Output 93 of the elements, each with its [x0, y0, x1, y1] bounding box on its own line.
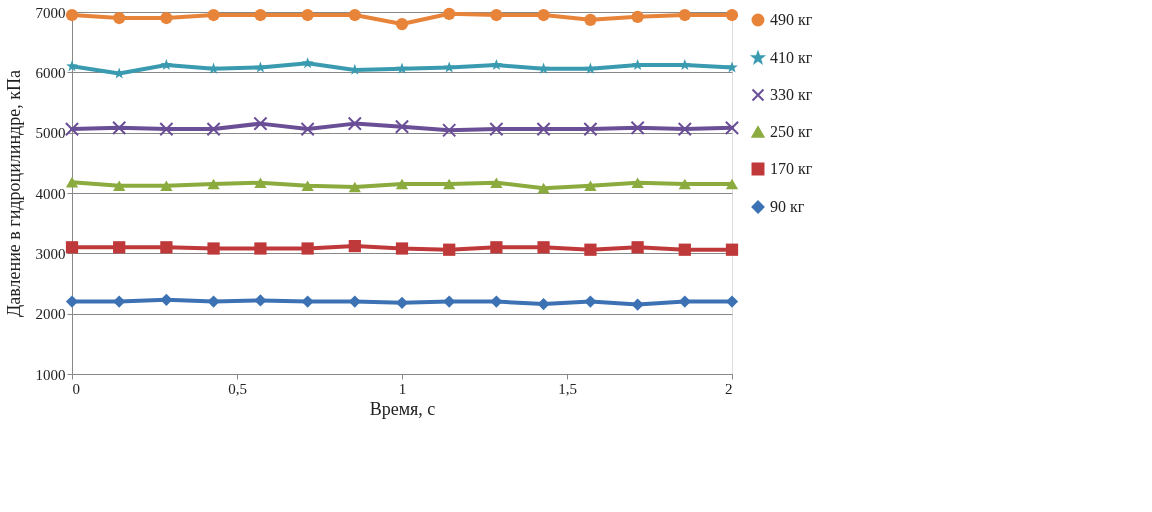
point	[678, 178, 691, 190]
legend-label: 490 кг	[770, 11, 813, 28]
point	[65, 241, 79, 254]
point	[112, 120, 127, 135]
point	[395, 242, 409, 255]
point	[301, 57, 314, 69]
point	[490, 177, 503, 189]
point	[66, 60, 78, 72]
point	[254, 242, 267, 255]
point	[207, 178, 220, 190]
point	[113, 11, 126, 25]
x-tick-label: 0,5	[228, 380, 247, 397]
point	[113, 241, 126, 254]
point	[348, 239, 361, 253]
point	[584, 62, 597, 74]
x-axis-title: Время, с	[369, 398, 436, 419]
point	[725, 178, 739, 190]
point	[537, 241, 550, 254]
point	[65, 8, 79, 22]
point	[678, 8, 691, 22]
point	[537, 62, 550, 74]
legend-label: 330 кг	[770, 86, 813, 103]
point	[630, 120, 645, 135]
point	[160, 58, 173, 71]
point	[631, 241, 644, 254]
point	[395, 178, 409, 190]
y-axis-title: Давление в гидроцилиндре, кПа	[3, 70, 24, 317]
point	[65, 176, 79, 188]
y-tick-label: 1000	[35, 366, 66, 383]
point	[443, 61, 456, 73]
point	[253, 116, 268, 131]
point	[678, 243, 691, 256]
legend-label: 250 кг	[770, 123, 813, 140]
point	[725, 8, 739, 22]
point	[583, 121, 598, 137]
point	[631, 177, 644, 189]
point	[65, 295, 79, 308]
point	[301, 180, 314, 192]
point	[160, 241, 173, 254]
y-tick-label: 4000	[35, 185, 66, 202]
point	[395, 296, 409, 309]
point	[443, 7, 456, 20]
x-tick-label: 0	[72, 380, 80, 397]
point	[300, 121, 315, 137]
point	[113, 180, 126, 192]
legend-label: 170 кг	[770, 160, 813, 177]
point	[490, 8, 503, 22]
point	[348, 8, 361, 22]
y-tick-label: 3000	[35, 245, 66, 262]
point	[537, 182, 550, 194]
point	[725, 295, 739, 308]
point	[677, 121, 692, 137]
y-tick-label: 2000	[35, 306, 66, 323]
point	[207, 62, 220, 74]
legend-label: 410 кг	[770, 49, 813, 66]
point	[396, 62, 408, 74]
point	[584, 180, 597, 192]
point	[160, 11, 173, 25]
point	[395, 17, 409, 31]
point	[347, 116, 362, 131]
x-tick-label: 1	[398, 380, 407, 397]
point	[394, 119, 410, 134]
point	[207, 8, 220, 22]
point	[537, 297, 550, 311]
point	[443, 243, 456, 256]
point	[254, 8, 267, 22]
point	[537, 8, 550, 22]
y-tick-label: 7000	[35, 4, 66, 21]
point	[536, 121, 551, 137]
point	[584, 243, 597, 256]
point	[631, 10, 644, 23]
point	[724, 120, 740, 135]
point	[348, 181, 361, 193]
legend-label: 90 кг	[770, 198, 805, 215]
y-tick-label: 6000	[35, 64, 66, 81]
point	[301, 242, 314, 255]
point	[490, 58, 503, 71]
y-tick-label: 5000	[35, 125, 66, 142]
point	[207, 242, 220, 255]
point	[301, 8, 314, 22]
x-tick-label: 1,5	[558, 380, 577, 397]
point	[489, 121, 504, 137]
point	[443, 178, 456, 190]
point	[160, 180, 173, 192]
point	[442, 123, 457, 138]
point	[254, 177, 267, 189]
point	[584, 13, 597, 26]
point	[159, 121, 174, 137]
point	[206, 121, 221, 137]
point	[64, 121, 80, 137]
x-tick-label: 2	[725, 380, 733, 397]
point	[490, 241, 503, 254]
point	[725, 243, 739, 256]
